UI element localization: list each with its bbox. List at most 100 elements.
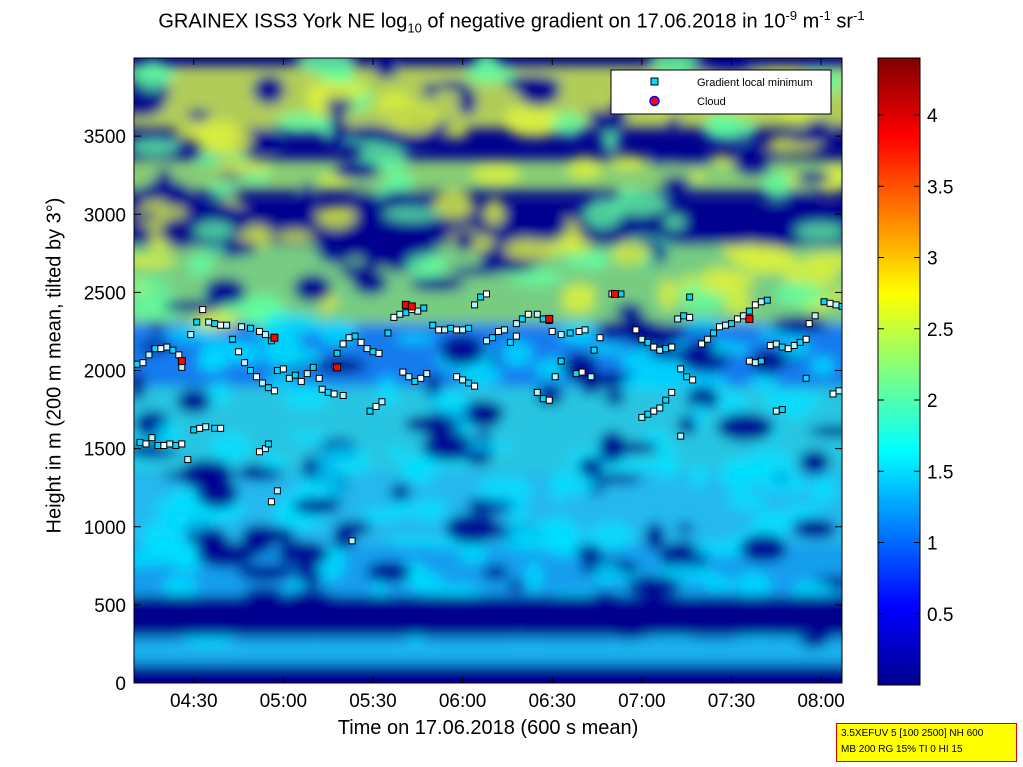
gradient-minimum-point [587, 373, 595, 381]
gradient-minimum-point [727, 320, 735, 328]
gradient-minimum-point [187, 331, 195, 339]
colorbar-tick-label: 4 [927, 106, 938, 127]
gradient-minimum-point [838, 302, 842, 310]
gradient-minimum-point [453, 373, 461, 381]
gradient-minimum-point [656, 346, 664, 354]
x-tick-label: 06:00 [439, 691, 487, 712]
gradient-minimum-point [751, 359, 759, 367]
gradient-minimum-point [178, 363, 186, 371]
gradient-minimum-point [324, 388, 332, 396]
y-tick-label: 3500 [84, 127, 126, 148]
gradient-minimum-point [802, 335, 810, 343]
gradient-minimum-point [264, 440, 272, 448]
legend-box [610, 69, 832, 115]
gradient-minimum-point [145, 351, 153, 359]
gradient-minimum-point [411, 377, 419, 385]
axes: 0 500 1000 1500 2000 2500 3000 3500 04:30 05:00 05… [84, 57, 845, 712]
gradient-minimum-point [668, 343, 676, 351]
x-tick-label: 05:30 [349, 691, 397, 712]
gradient-minimum-point [223, 321, 231, 329]
gradient-minimum-point [315, 374, 323, 382]
gradient-minimum-point [745, 357, 753, 365]
gradient-minimum-point [506, 338, 514, 346]
gradient-minimum-point [704, 335, 712, 343]
gradient-minimum-point [196, 424, 204, 432]
colorbar-tick-label: 2 [927, 391, 938, 412]
gradient-minimum-point [175, 351, 183, 359]
gradient-minimum-point [447, 324, 455, 332]
gradient-minimum-point [202, 423, 210, 431]
cloud-point [545, 314, 554, 323]
gradient-minimum-point [166, 440, 174, 448]
gradient-minimum-point [632, 326, 640, 334]
y-tick-label: 0 [115, 674, 126, 695]
gradient-minimum-point [309, 363, 317, 371]
gradient-minimum-point [345, 334, 353, 342]
gradient-minimum-point [686, 293, 694, 301]
gradient-minimum-point [575, 327, 583, 335]
gradient-minimum-point [763, 296, 771, 304]
gradient-minimum-point [357, 338, 365, 346]
gradient-minimum-point [396, 310, 404, 318]
gradient-minimum-point [811, 312, 819, 320]
gradient-minimum-point [217, 424, 225, 432]
gradient-minimum-point [524, 310, 532, 318]
gradient-minimum-point [184, 456, 192, 464]
gradient-minimum-point [420, 304, 428, 312]
gradient-minimum-point [318, 385, 326, 393]
gradient-minimum-point [557, 331, 565, 339]
gradient-minimum-point [273, 487, 281, 495]
x-tick-label: 05:00 [260, 691, 308, 712]
gradient-minimum-point [551, 373, 559, 381]
gradient-minimum-point [348, 537, 356, 545]
gradient-minimum-point [247, 367, 255, 374]
gradient-minimum-point [267, 498, 275, 506]
gradient-minimum-point [820, 298, 828, 306]
gradient-minimum-point [829, 390, 837, 398]
gradient-minimum-point [796, 338, 804, 346]
gradient-minimum-point [351, 332, 359, 340]
gradient-minimum-point [163, 343, 171, 351]
gradient-minimum-point [518, 315, 526, 323]
gradient-minimum-point [405, 373, 413, 381]
gradient-minimum-point [190, 426, 198, 434]
legend: Gradient local minimum Cloud [610, 69, 832, 115]
processing-info-box: 3.5XEFUV 5 [100 2500] NH 600 MB 200 RG 1… [836, 723, 1017, 762]
gradient-minimum-point [279, 365, 287, 373]
cloud-point [177, 357, 186, 366]
gradient-minimum-point [590, 346, 598, 354]
cloud-point [407, 302, 416, 311]
gradient-minimum-point [539, 395, 547, 403]
gradient-minimum-point [757, 357, 765, 365]
gradient-minimum-point [483, 290, 491, 298]
gradient-minimum-point [716, 323, 724, 331]
gradient-minimum-point [157, 345, 165, 353]
gradient-minimum-point [745, 307, 753, 315]
gradient-minimum-point [650, 407, 658, 415]
colorbar-tick-label: 1.5 [927, 462, 953, 483]
cloud-point [610, 289, 619, 298]
x-tick-label: 07:30 [708, 691, 756, 712]
gradient-minimum-point [134, 360, 141, 368]
colorbar: 0.5 1 1.5 2 2.5 3 3.5 4 [877, 57, 953, 686]
gradient-minimum-point [545, 396, 553, 404]
gradient-minimum-point [644, 338, 652, 346]
gradient-minimum-point [339, 392, 347, 399]
gradient-minimum-point [668, 388, 676, 396]
gradient-minimum-point [136, 438, 144, 446]
gradient-minimum-point [372, 402, 380, 410]
gradient-minimum-point [483, 337, 491, 345]
gradient-minimum-point [255, 448, 263, 456]
gradient-minimum-point [417, 374, 425, 382]
gradient-minimum-point [285, 374, 293, 382]
y-tick-label: 1000 [84, 518, 126, 539]
gradient-minimum-point [375, 349, 383, 357]
gradient-minimum-point [252, 373, 260, 381]
colorbar-tick-label: 3.5 [927, 177, 953, 198]
gradient-minimum-point [465, 324, 473, 332]
legend-circle-marker [649, 95, 660, 107]
colorbar-tick-label: 0.5 [927, 605, 953, 626]
gradient-minimum-point [778, 406, 786, 414]
gradient-minimum-point [258, 379, 266, 387]
gradient-minimum-point [235, 348, 243, 356]
